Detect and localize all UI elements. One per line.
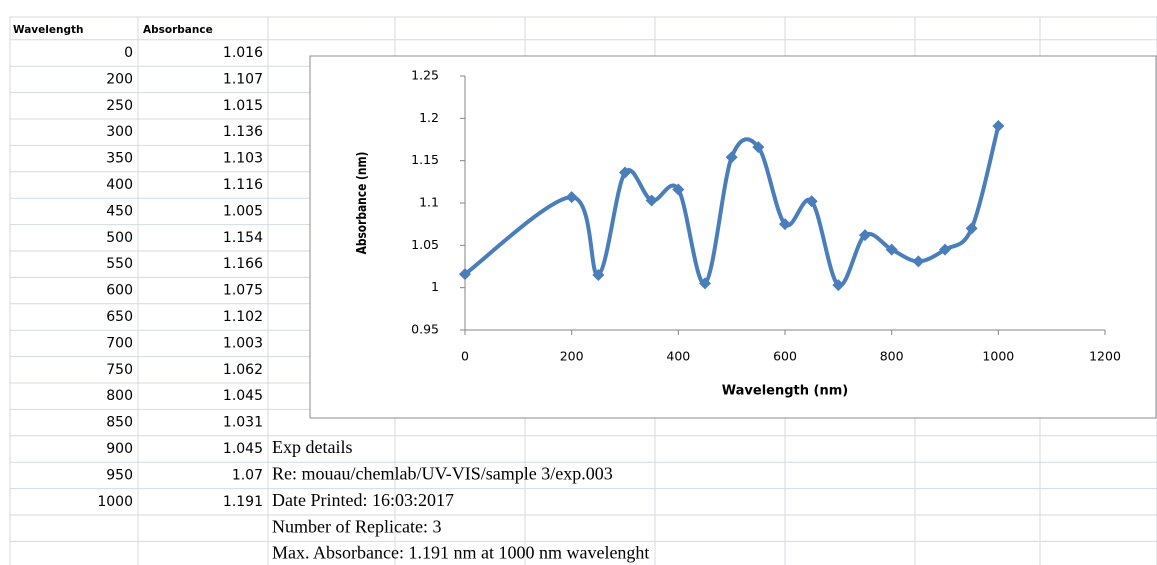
cell: 1.045 xyxy=(223,388,263,404)
cell: 1.166 xyxy=(223,256,263,272)
x-tick-label: 800 xyxy=(880,349,904,364)
x-tick-label: 1200 xyxy=(1089,349,1121,364)
cell: 650 xyxy=(106,309,133,325)
cell: 350 xyxy=(106,151,133,167)
x-axis-label: Wavelength (nm) xyxy=(722,384,848,399)
cell: 300 xyxy=(106,124,133,140)
data-marker xyxy=(752,141,765,154)
data-marker xyxy=(725,151,738,164)
data-marker xyxy=(779,218,791,231)
data-marker xyxy=(565,191,578,204)
cell: 1.016 xyxy=(223,45,263,61)
cell: 750 xyxy=(106,362,133,378)
note: Number of Replicate: 3 xyxy=(272,516,441,536)
y-tick-label: 1.25 xyxy=(411,68,439,83)
chart-area[interactable] xyxy=(309,55,1157,419)
cell: 850 xyxy=(106,415,133,431)
data-marker xyxy=(592,268,605,281)
cell: 550 xyxy=(106,256,133,272)
cell: 400 xyxy=(106,177,133,193)
data-marker xyxy=(805,195,818,208)
cell: 950 xyxy=(106,467,133,483)
y-tick-label: 1.15 xyxy=(411,152,439,167)
x-tick-label: 200 xyxy=(560,349,584,364)
cell: 1.07 xyxy=(232,467,263,483)
note: Max. Absorbance: 1.191 nm at 1000 nm wav… xyxy=(272,543,649,563)
cell: 1.005 xyxy=(223,203,263,219)
data-marker xyxy=(885,243,898,256)
cell: 1.003 xyxy=(223,335,263,351)
data-marker xyxy=(699,277,711,290)
cell: 1.136 xyxy=(223,124,263,140)
data-marker xyxy=(459,268,471,281)
x-tick-label: 400 xyxy=(666,349,690,364)
y-tick-label: 1 xyxy=(431,279,439,294)
data-marker xyxy=(832,279,845,292)
cell: 1.045 xyxy=(223,441,263,457)
data-marker xyxy=(619,166,631,179)
y-tick-label: 1.05 xyxy=(411,237,439,252)
cell: 500 xyxy=(106,230,133,246)
cell: 0 xyxy=(124,45,133,61)
data-marker xyxy=(965,222,978,235)
x-tick-label: 0 xyxy=(461,349,469,364)
column-header: Absorbance xyxy=(143,24,213,36)
cell: 800 xyxy=(106,388,133,404)
y-tick-label: 1.1 xyxy=(419,195,439,210)
y-axis-label: Absorbance (nm) xyxy=(354,152,369,255)
cell: 1.062 xyxy=(223,362,263,378)
data-marker xyxy=(672,183,685,196)
cell: 1.154 xyxy=(223,230,263,246)
cell: 1.015 xyxy=(223,98,263,114)
x-tick-label: 600 xyxy=(773,349,797,364)
cell: 200 xyxy=(106,71,133,87)
data-marker xyxy=(912,255,925,268)
x-tick-label: 1000 xyxy=(982,349,1014,364)
y-tick-label: 0.95 xyxy=(411,322,439,337)
cell: 1.102 xyxy=(223,309,263,325)
data-marker xyxy=(645,194,658,207)
cell: 1000 xyxy=(97,494,133,510)
note: Exp details xyxy=(272,437,352,457)
cell: 1.103 xyxy=(223,151,263,167)
cell: 700 xyxy=(106,335,133,351)
y-tick-label: 1.2 xyxy=(419,110,439,125)
note: Date Printed: 16:03:2017 xyxy=(272,490,454,510)
cell: 1.075 xyxy=(223,283,263,299)
data-marker xyxy=(859,229,871,242)
note: Re: mouau/chemlab/UV-VIS/sample 3/exp.00… xyxy=(272,464,613,484)
cell: 1.031 xyxy=(223,415,263,431)
data-marker xyxy=(992,119,1005,132)
cell: 250 xyxy=(106,98,133,114)
column-header: Wavelength xyxy=(13,24,83,36)
cell: 1.191 xyxy=(223,494,263,510)
cell: 1.116 xyxy=(223,177,263,193)
cell: 600 xyxy=(106,283,133,299)
data-marker xyxy=(939,243,951,256)
cell: 900 xyxy=(106,441,133,457)
cell: 450 xyxy=(106,203,133,219)
cell: 1.107 xyxy=(223,71,263,87)
